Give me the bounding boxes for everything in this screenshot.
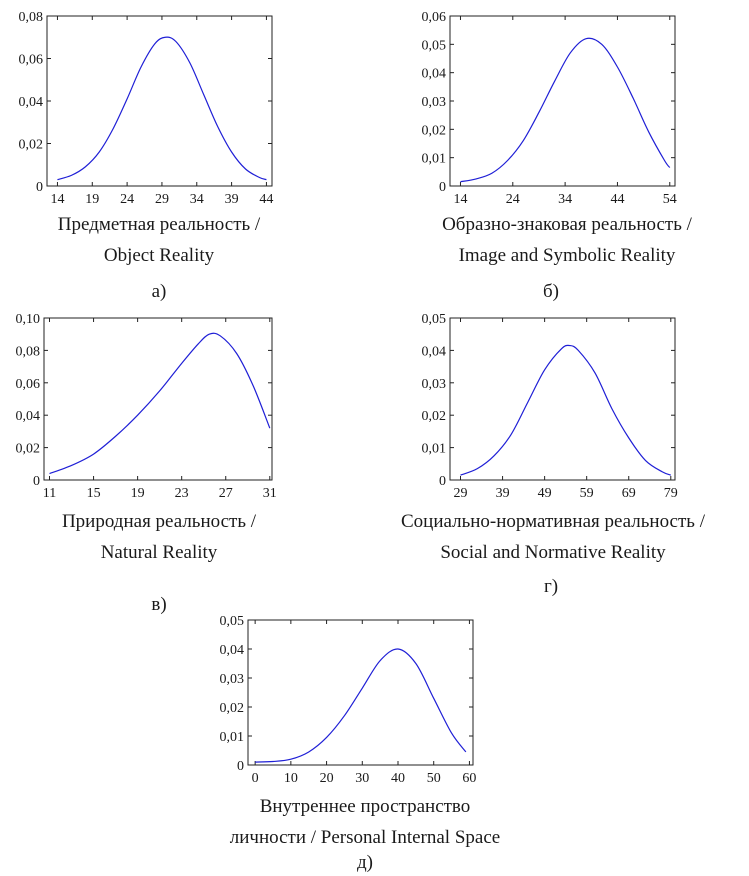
y-tick-label: 0,04 bbox=[220, 643, 245, 658]
x-tick-label: 15 bbox=[87, 486, 101, 501]
x-tick-label: 19 bbox=[131, 486, 145, 501]
panel-caption: Natural Reality bbox=[101, 542, 218, 563]
plot-frame bbox=[449, 15, 676, 187]
plot-frame bbox=[449, 317, 676, 481]
panel-caption: Social and Normative Reality bbox=[440, 542, 666, 563]
x-tick-label: 0 bbox=[252, 771, 259, 786]
x-tick-label: 69 bbox=[622, 486, 636, 501]
y-tick-label: 0,10 bbox=[16, 312, 41, 327]
y-tick-label: 0,01 bbox=[422, 442, 447, 457]
x-tick-label: 60 bbox=[462, 771, 476, 786]
x-tick-label: 44 bbox=[610, 192, 624, 207]
x-tick-label: 14 bbox=[453, 192, 467, 207]
series-line bbox=[49, 332, 271, 475]
panel-caption: Внутреннее пространство bbox=[260, 796, 471, 817]
x-tick-label: 40 bbox=[391, 771, 405, 786]
x-tick-label: 19 bbox=[85, 192, 99, 207]
panel-label: д) bbox=[357, 852, 373, 873]
panel-caption: Image and Symbolic Reality bbox=[459, 245, 676, 266]
x-tick-label: 39 bbox=[225, 192, 239, 207]
y-tick-label: 0,02 bbox=[422, 409, 447, 424]
x-tick-label: 54 bbox=[663, 192, 677, 207]
series-line bbox=[460, 344, 672, 476]
y-tick-label: 0 bbox=[439, 180, 446, 195]
y-tick-label: 0,02 bbox=[220, 701, 245, 716]
y-tick-label: 0,05 bbox=[422, 312, 447, 327]
chart-panel: 0 0,02 0,04 0,06 0,08 0,10 11 15 19 23 27 31 Природн… bbox=[16, 312, 277, 615]
chart-panel: 0 0,01 0,02 0,03 0,04 0,05 0,06 14 24 34 44 54 Образ… bbox=[422, 10, 693, 302]
x-tick-label: 27 bbox=[219, 486, 233, 501]
y-tick-label: 0,05 bbox=[220, 614, 245, 629]
y-tick-label: 0,02 bbox=[19, 138, 44, 153]
y-tick-label: 0,04 bbox=[422, 67, 447, 82]
x-tick-label: 24 bbox=[506, 192, 520, 207]
x-tick-label: 34 bbox=[558, 192, 572, 207]
x-tick-label: 39 bbox=[496, 486, 510, 501]
panel-caption: личности / Personal Internal Space bbox=[230, 827, 500, 848]
y-tick-label: 0,02 bbox=[16, 442, 41, 457]
chart-panel: 0 0,02 0,04 0,06 0,08 14 19 24 29 34 39 44 Предметна… bbox=[19, 10, 274, 302]
y-tick-label: 0,02 bbox=[422, 123, 447, 138]
y-tick-label: 0 bbox=[36, 180, 43, 195]
x-tick-label: 29 bbox=[454, 486, 468, 501]
y-tick-label: 0,04 bbox=[19, 95, 44, 110]
x-tick-label: 31 bbox=[263, 486, 277, 501]
y-tick-label: 0,06 bbox=[19, 53, 44, 68]
y-tick-label: 0,01 bbox=[220, 730, 245, 745]
x-tick-label: 50 bbox=[427, 771, 441, 786]
panel-caption: Object Reality bbox=[104, 245, 215, 266]
x-tick-label: 49 bbox=[538, 486, 552, 501]
x-tick-label: 23 bbox=[175, 486, 189, 501]
x-tick-label: 20 bbox=[320, 771, 334, 786]
y-tick-label: 0,01 bbox=[422, 152, 447, 167]
panel-caption: Предметная реальность / bbox=[58, 214, 261, 235]
panel-label: а) bbox=[152, 281, 167, 302]
x-tick-label: 59 bbox=[580, 486, 594, 501]
plot-frame bbox=[247, 619, 474, 766]
x-tick-label: 24 bbox=[120, 192, 134, 207]
panel-label: б) bbox=[543, 281, 559, 302]
y-tick-label: 0 bbox=[237, 759, 244, 774]
x-tick-label: 44 bbox=[259, 192, 273, 207]
y-tick-label: 0,08 bbox=[16, 344, 41, 359]
x-tick-label: 79 bbox=[664, 486, 678, 501]
series-line bbox=[460, 37, 671, 183]
y-tick-label: 0,03 bbox=[220, 672, 245, 687]
x-tick-label: 10 bbox=[284, 771, 298, 786]
y-tick-label: 0 bbox=[33, 474, 40, 489]
x-tick-label: 11 bbox=[43, 486, 56, 501]
series-line bbox=[255, 648, 467, 763]
series-line bbox=[57, 36, 267, 181]
x-tick-label: 30 bbox=[355, 771, 369, 786]
x-tick-label: 14 bbox=[50, 192, 64, 207]
y-tick-label: 0,04 bbox=[16, 409, 41, 424]
chart-panel: 0 0,01 0,02 0,03 0,04 0,05 29 39 49 59 69 79 Социаль… bbox=[401, 312, 706, 597]
panel-label: г) bbox=[544, 576, 558, 597]
y-tick-label: 0,06 bbox=[422, 10, 447, 25]
y-tick-label: 0,03 bbox=[422, 377, 447, 392]
panel-caption: Природная реальность / bbox=[62, 511, 257, 532]
y-tick-label: 0,03 bbox=[422, 95, 447, 110]
y-tick-label: 0,06 bbox=[16, 377, 41, 392]
panel-caption: Образно-знаковая реальность / bbox=[442, 214, 693, 235]
y-tick-label: 0,08 bbox=[19, 10, 44, 25]
x-tick-label: 34 bbox=[190, 192, 204, 207]
panel-label: в) bbox=[151, 594, 166, 615]
panel-caption: Социально-нормативная реальность / bbox=[401, 511, 706, 532]
plot-frame bbox=[43, 317, 273, 481]
y-tick-label: 0,05 bbox=[422, 38, 447, 53]
x-tick-label: 29 bbox=[155, 192, 169, 207]
chart-panel: 0 0,01 0,02 0,03 0,04 0,05 0 10 20 30 40 50 60 Внутре… bbox=[220, 614, 501, 873]
y-tick-label: 0,04 bbox=[422, 344, 447, 359]
y-tick-label: 0 bbox=[439, 474, 446, 489]
